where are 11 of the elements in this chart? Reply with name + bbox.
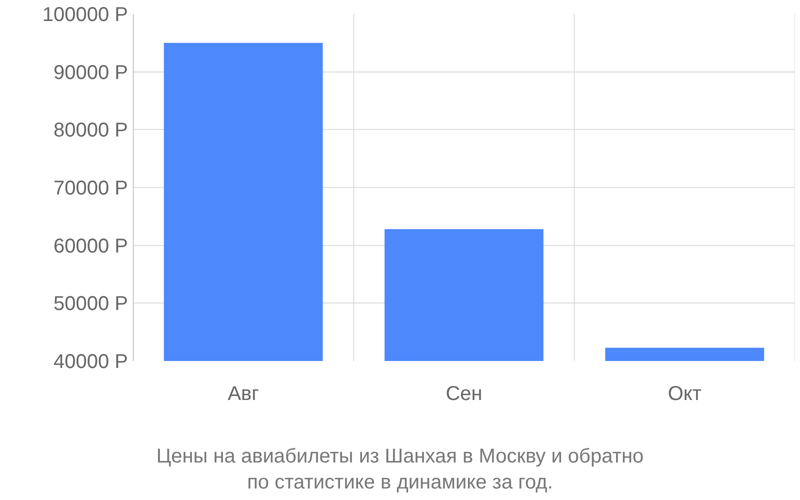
y-tick-label: 70000 Р bbox=[53, 178, 128, 200]
x-tick-label: Авг bbox=[228, 383, 259, 405]
y-tick-label: 40000 Р bbox=[53, 351, 128, 373]
x-tick-label: Сен bbox=[446, 383, 482, 405]
y-tick-label: 60000 Р bbox=[53, 235, 128, 258]
text: Цены на авиабилеты из Шанхая в Москву и обратно по статистике в динамике за год. bbox=[156, 446, 644, 494]
y-tick-label: 80000 Р bbox=[53, 120, 128, 142]
x-tick-label: Окт bbox=[668, 383, 702, 405]
y-tick-label: 90000 Р bbox=[53, 62, 128, 84]
y-tick-label: 50000 Р bbox=[53, 293, 128, 316]
y-tick-label: 100000 Р bbox=[42, 4, 128, 26]
